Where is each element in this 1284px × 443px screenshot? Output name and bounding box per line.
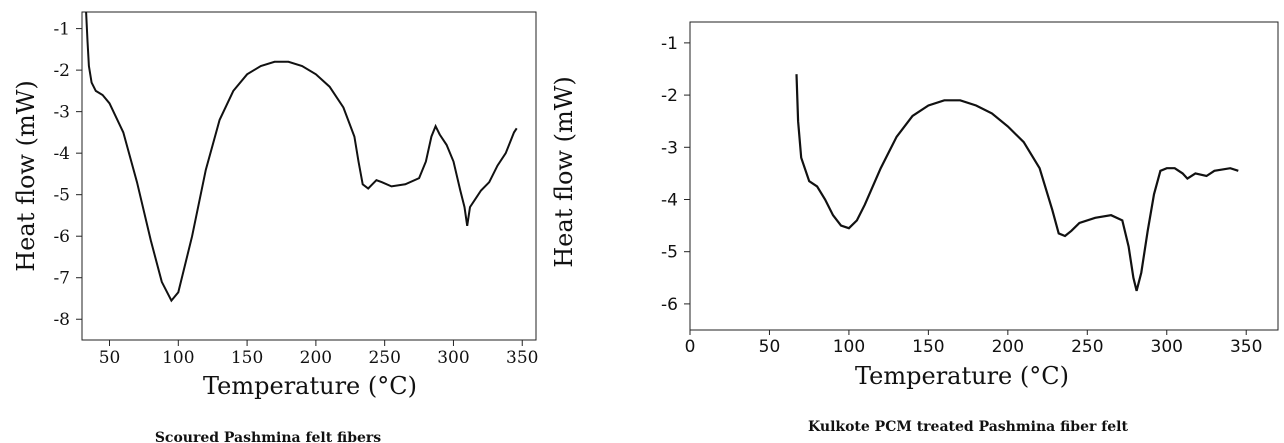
left-plot-frame [81,11,537,341]
left-xtick-label: 300 [437,348,469,368]
right-ytick-label: -6 [661,295,678,315]
left-ytick-label: -6 [53,227,70,247]
right-ytick-label: -3 [661,138,678,158]
left-ticks: 50 100 150 200 250 300 350 -1 -2 -3 -4 -5 -6 -7 -8 [53,20,538,368]
right-caption: Kulkote PCM treated Pashmina fiber felt [808,419,1128,435]
left-ylabel: Heat flow (mW) [12,80,40,272]
right-ticks: 0 50 100 150 200 250 300 350 -1 -2 -3 -4 -5 -6 [661,34,1262,357]
right-series-line [795,74,1239,292]
left-xlabel: Temperature (°C) [203,372,417,400]
left-xtick-label: 100 [162,348,194,368]
left-xtick-label: 250 [368,348,400,368]
left-chart: 50 100 150 200 250 300 350 -1 -2 -3 -4 -5 -6 -7 -8 Hea… [12,11,538,443]
right-plot-frame [689,21,1279,331]
right-xtick-label: 200 [992,337,1024,357]
left-xtick-label: 350 [506,348,538,368]
right-xtick-label: 150 [912,337,944,357]
right-ytick-label: -5 [661,243,678,263]
right-ylabel: Heat flow (mW) [550,76,578,268]
right-ytick-label: -1 [661,34,678,54]
right-xtick-label: 300 [1151,337,1183,357]
left-caption: Scoured Pashmina felt fibers [155,430,381,443]
left-ytick-label: -2 [53,61,70,81]
left-ytick-label: -1 [53,20,70,40]
right-xlabel: Temperature (°C) [855,362,1069,390]
right-xtick-label: 350 [1230,337,1262,357]
left-ytick-label: -3 [53,103,70,123]
left-xtick-label: 200 [300,348,332,368]
left-ytick-label: -7 [53,269,70,289]
right-xtick-label: 250 [1071,337,1103,357]
left-series-line [85,11,518,303]
left-ytick-label: -5 [53,186,70,206]
left-xtick-label: 150 [231,348,263,368]
right-xtick-label: 100 [833,337,865,357]
right-chart: 0 50 100 150 200 250 300 350 -1 -2 -3 -4 -5 -6 Heat f… [550,21,1279,435]
left-ytick-label: -4 [53,144,70,164]
right-xtick-label: 50 [759,337,781,357]
left-xtick-label: 50 [99,348,121,368]
right-ytick-label: -4 [661,190,678,210]
left-ytick-label: -8 [53,310,70,330]
right-xtick-label: 0 [685,337,696,357]
right-ytick-label: -2 [661,86,678,106]
